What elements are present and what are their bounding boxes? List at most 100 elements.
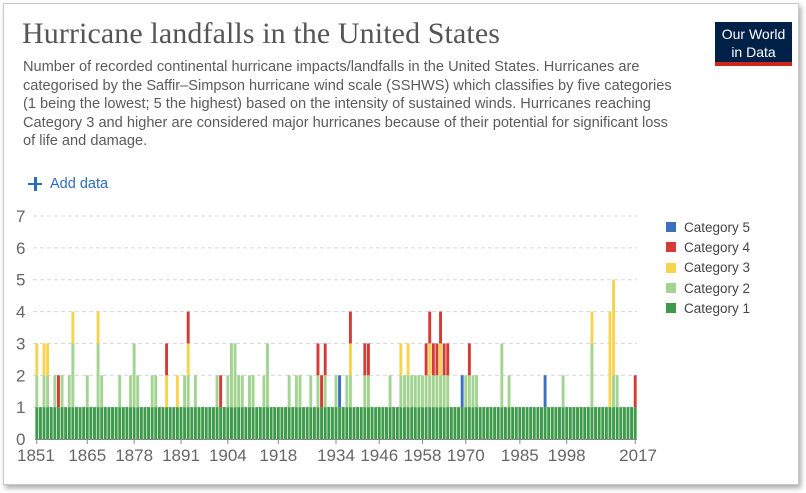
- bar-segment: [579, 407, 583, 439]
- legend-item[interactable]: Category 1: [666, 298, 750, 318]
- bar-segment: [406, 375, 410, 408]
- bar-segment: [586, 407, 590, 439]
- bar-segment: [370, 407, 374, 439]
- bar-segment: [493, 407, 497, 439]
- bar-segment: [309, 407, 313, 439]
- bar-segment: [157, 407, 161, 439]
- bar-segment: [568, 407, 572, 439]
- bar-segment: [543, 375, 547, 408]
- bar-segment: [276, 407, 280, 439]
- bar-segment: [78, 407, 82, 439]
- bar-segment: [363, 343, 367, 376]
- bar-segment: [471, 375, 475, 408]
- bar-segment: [341, 407, 345, 439]
- bar-segment: [262, 407, 266, 439]
- bar-segment: [309, 375, 313, 408]
- bar-segment: [136, 407, 140, 439]
- legend-label: Category 2: [684, 280, 751, 296]
- bar-segment: [572, 407, 576, 439]
- x-tick-label: 1946: [360, 446, 398, 465]
- bar-segment: [435, 343, 439, 376]
- bar-segment: [294, 407, 298, 439]
- bar-segment: [453, 407, 457, 439]
- bar-segment: [464, 407, 468, 439]
- bar-segment: [56, 407, 60, 439]
- x-tick-label: 1904: [209, 446, 247, 465]
- bar-segment: [269, 407, 273, 439]
- bar-segment: [132, 343, 136, 408]
- bar-segment: [338, 407, 342, 439]
- bar-segment: [366, 407, 370, 439]
- bar-segment: [316, 375, 320, 408]
- bar-segment: [175, 407, 179, 439]
- legend-item[interactable]: Category 4: [666, 237, 750, 257]
- y-tick-label: 1: [16, 398, 25, 417]
- bar-segment: [280, 407, 284, 439]
- add-data-button[interactable]: Add data: [28, 174, 108, 194]
- bar-segment: [464, 375, 468, 408]
- bar-segment: [190, 407, 194, 439]
- bar-segment: [348, 407, 352, 439]
- bar-segment: [503, 407, 507, 439]
- bar-segment: [518, 407, 522, 439]
- bar-segment: [226, 375, 230, 408]
- bar-segment: [500, 343, 504, 408]
- bar-segment: [298, 375, 302, 408]
- bar-segment: [150, 375, 154, 408]
- bar-segment: [424, 375, 428, 408]
- x-tick-label: 1985: [501, 446, 539, 465]
- bar-segment: [46, 407, 50, 439]
- bar-segment: [334, 375, 338, 408]
- bar-segment: [485, 407, 489, 439]
- bar-segment: [561, 375, 565, 408]
- bar-segment: [601, 407, 605, 439]
- bar-segment: [71, 343, 75, 408]
- bar-segment: [604, 407, 608, 439]
- x-tick-label: 1918: [259, 446, 297, 465]
- legend-item[interactable]: Category 5: [666, 217, 750, 237]
- bar-segment: [449, 407, 453, 439]
- bar-segment: [374, 407, 378, 439]
- bar-segment: [251, 375, 255, 408]
- y-tick-label: 6: [16, 239, 25, 258]
- bar-segment: [431, 343, 435, 376]
- bar-segment: [179, 407, 183, 439]
- bar-segment: [475, 375, 479, 408]
- bar-segment: [381, 407, 385, 439]
- bar-segment: [215, 375, 219, 408]
- bar-segment: [608, 407, 612, 439]
- bar-segment: [558, 407, 561, 439]
- bar-segment: [305, 407, 309, 439]
- owid-logo[interactable]: Our World in Data: [715, 22, 792, 66]
- bar-segment: [154, 375, 158, 408]
- bar-segment: [554, 407, 558, 439]
- bar-segment: [536, 407, 540, 439]
- legend-item[interactable]: Category 2: [666, 278, 750, 298]
- chart-subtitle: Number of recorded continental hurricane…: [23, 59, 672, 150]
- bar-segment: [183, 407, 187, 439]
- bar-segment: [514, 407, 518, 439]
- bar-segment: [399, 343, 403, 376]
- y-tick-label: 0: [16, 430, 25, 449]
- bar-segment: [93, 407, 96, 439]
- bar-segment: [114, 407, 118, 439]
- bar-segment: [96, 407, 100, 439]
- bar-segment: [143, 407, 147, 439]
- legend-item[interactable]: Category 3: [666, 258, 750, 278]
- legend-swatch: [666, 242, 676, 253]
- bar-segment: [49, 407, 53, 439]
- bar-segment: [615, 375, 619, 408]
- bar-segment: [85, 407, 89, 439]
- bar-segment: [439, 407, 442, 439]
- bar-segment: [129, 375, 132, 408]
- bar-segment: [428, 311, 432, 344]
- bar-segment: [338, 375, 342, 408]
- bar-segment: [439, 375, 442, 408]
- bar-segment: [193, 375, 197, 408]
- bar-segment: [240, 407, 244, 439]
- bar-segment: [622, 407, 626, 439]
- bar-segment: [467, 375, 471, 408]
- bar-segment: [399, 375, 403, 408]
- bar-segment: [496, 407, 500, 439]
